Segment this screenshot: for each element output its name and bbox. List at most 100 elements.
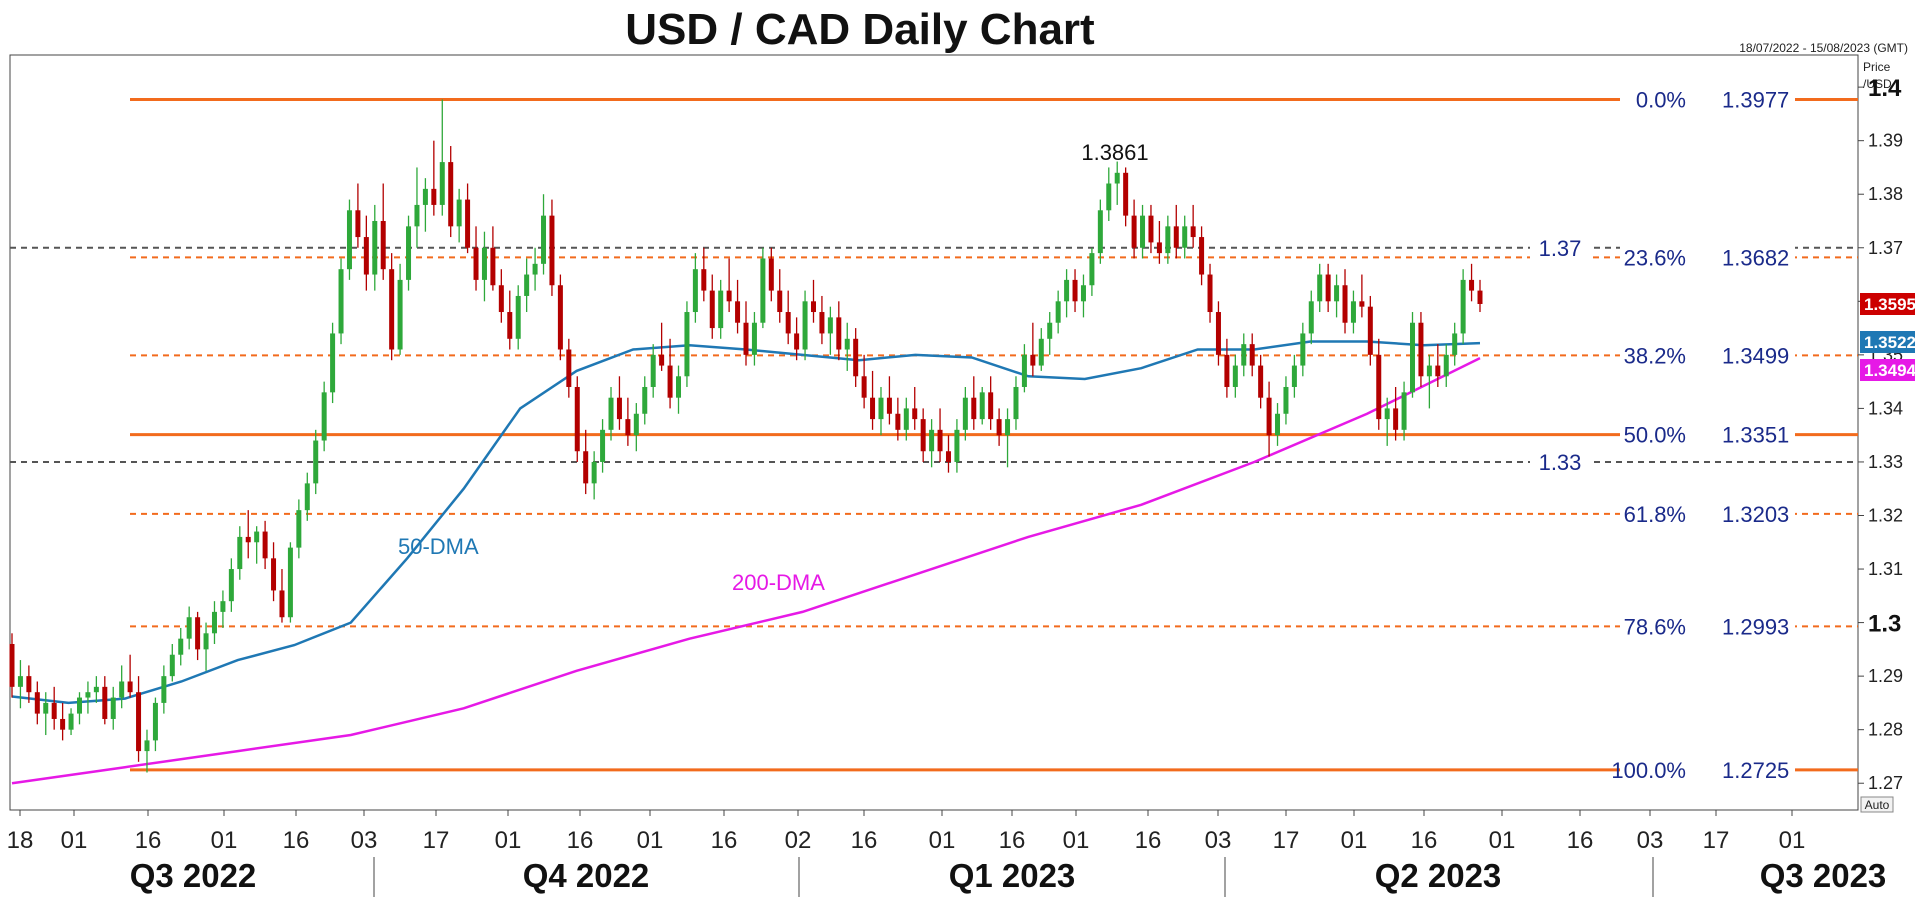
candle <box>819 295 825 345</box>
candle <box>211 601 217 645</box>
candle-body <box>962 397 968 430</box>
candle-body <box>912 408 918 420</box>
y-tick-label: 1.33 <box>1868 452 1903 472</box>
candle <box>1283 376 1289 425</box>
candle <box>684 301 690 387</box>
candle-body <box>17 676 23 687</box>
candle-body <box>1249 344 1255 366</box>
candle <box>600 419 606 473</box>
date-range-label: 18/07/2022 - 15/08/2023 (GMT) <box>1739 41 1908 55</box>
candle <box>709 274 715 339</box>
candle-body <box>549 215 555 286</box>
candle <box>330 322 336 404</box>
y-tick-label: 1.31 <box>1868 559 1903 579</box>
candle <box>692 253 698 323</box>
candle <box>76 692 82 725</box>
candle-body <box>954 429 960 462</box>
candle-body <box>389 269 395 350</box>
candle-body <box>296 510 302 548</box>
candle-body <box>937 429 943 452</box>
candle-body <box>979 392 985 420</box>
x-tick-label: 16 <box>135 827 162 854</box>
candle-body <box>507 312 513 339</box>
candle <box>591 451 597 500</box>
candle-body <box>397 279 403 350</box>
candle-body <box>110 697 116 719</box>
candle <box>515 285 521 350</box>
candle-body <box>85 692 91 698</box>
candle <box>1173 204 1179 259</box>
candle-body <box>102 686 108 719</box>
candle <box>895 397 901 441</box>
candle <box>1249 333 1255 377</box>
auto-scale-button[interactable] <box>1860 796 1894 813</box>
candle-body <box>169 654 175 677</box>
candle <box>1300 322 1306 377</box>
candle <box>1258 354 1264 409</box>
candle <box>110 686 116 730</box>
candle-body <box>861 376 867 398</box>
candle-body <box>1410 322 1416 393</box>
candle <box>1401 381 1407 441</box>
y-tick-label: 1.39 <box>1868 131 1903 151</box>
candle-body <box>498 285 504 313</box>
candle-body <box>321 392 327 441</box>
candle <box>667 338 673 409</box>
candle-body <box>1232 365 1238 387</box>
candle-body <box>870 397 876 420</box>
candle <box>1325 263 1331 313</box>
candle-body <box>465 199 471 248</box>
candle <box>186 606 192 650</box>
candle-body <box>566 349 572 387</box>
candle-body <box>1165 226 1171 254</box>
candle <box>372 204 378 291</box>
candle-body <box>1291 365 1297 387</box>
candle-body <box>684 312 690 377</box>
candle-body <box>524 274 530 296</box>
candle-body <box>43 702 49 714</box>
y-tick-label: 1.3 <box>1868 611 1901 638</box>
candle-body <box>127 681 133 693</box>
candle <box>456 188 462 243</box>
x-tick-label: 01 <box>1063 827 1090 854</box>
candle-body <box>481 247 487 280</box>
candle-body <box>473 247 479 280</box>
candle <box>912 386 918 430</box>
candle <box>1114 161 1120 205</box>
candle-body <box>591 461 597 484</box>
price-axis-label-line1: Price <box>1863 60 1891 74</box>
candle-body <box>541 215 547 264</box>
candle-body <box>1283 386 1289 414</box>
candle <box>1005 408 1011 468</box>
candle <box>465 183 471 254</box>
candle <box>481 231 487 302</box>
candle <box>355 183 361 248</box>
candle-body <box>372 220 378 275</box>
last-value-badge-1 <box>1860 331 1915 353</box>
candle <box>127 654 133 698</box>
candle-body <box>1047 322 1053 339</box>
candle-body <box>34 692 40 714</box>
candle <box>1021 344 1027 393</box>
y-tick-label: 1.38 <box>1868 184 1903 204</box>
quarter-label: Q2 2023 <box>1375 857 1502 894</box>
last-value-text-1: 1.3522 <box>1864 333 1915 352</box>
candle <box>1131 199 1137 259</box>
candle <box>616 376 622 430</box>
candle-body <box>1030 354 1036 366</box>
candle-body <box>1207 274 1213 313</box>
candle-body <box>608 397 614 430</box>
candle <box>937 408 943 462</box>
dma50-label: 50-DMA <box>398 534 479 559</box>
candle-body <box>1359 301 1365 307</box>
candle-body <box>1215 312 1221 355</box>
candle <box>389 253 395 361</box>
candle <box>878 386 884 436</box>
x-tick-label: 18 <box>7 827 34 854</box>
x-tick-label: 01 <box>61 827 88 854</box>
candle <box>962 386 968 441</box>
candle-body <box>1384 408 1390 420</box>
candle-body <box>262 531 268 559</box>
candle-body <box>330 333 336 393</box>
fib-value-label-0: 1.3977 <box>1722 87 1789 112</box>
